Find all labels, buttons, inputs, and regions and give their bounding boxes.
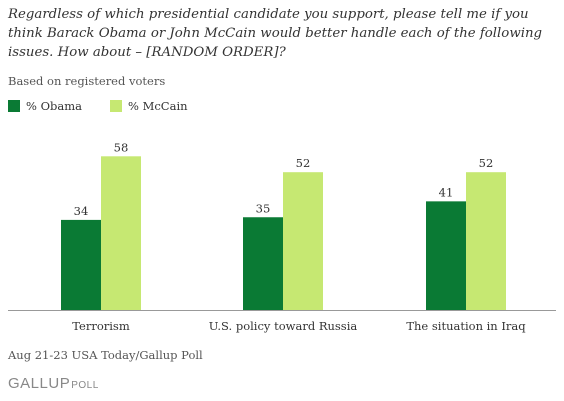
category-label-0: Terrorism <box>72 319 130 333</box>
legend-item-obama: % Obama <box>8 99 82 113</box>
bar-obama-1 <box>243 217 283 310</box>
brand-main: GALLUP <box>8 375 71 392</box>
category-label-1: U.S. policy toward Russia <box>209 319 358 333</box>
bar-obama-2 <box>426 201 466 310</box>
data-label-mccain-0: 58 <box>114 140 129 154</box>
bar-mccain-1 <box>283 172 323 310</box>
legend-item-mccain: % McCain <box>110 99 188 113</box>
data-label-obama-1: 35 <box>256 201 271 215</box>
footnote-source: Aug 21-23 USA Today/Gallup Poll <box>8 348 203 362</box>
bar-mccain-2 <box>466 172 506 310</box>
gallup-logo: GALLUP POLL <box>8 375 99 392</box>
legend-label-mccain: % McCain <box>128 99 188 113</box>
legend-swatch-mccain <box>110 100 122 112</box>
data-label-obama-2: 41 <box>439 185 454 199</box>
brand-sub: POLL <box>71 380 99 391</box>
chart-legend: % Obama % McCain <box>8 99 216 113</box>
category-label-2: The situation in Iraq <box>406 319 526 333</box>
data-label-obama-0: 34 <box>74 204 89 218</box>
question-text: Regardless of which presidential candida… <box>8 7 543 60</box>
legend-label-obama: % Obama <box>26 99 82 113</box>
chart-subtitle: Based on registered voters <box>8 74 166 88</box>
data-label-mccain-1: 52 <box>296 156 311 170</box>
bar-obama-0 <box>61 219 101 310</box>
data-label-mccain-2: 52 <box>479 156 494 170</box>
bar-mccain-0 <box>101 156 141 310</box>
legend-swatch-obama <box>8 100 20 112</box>
